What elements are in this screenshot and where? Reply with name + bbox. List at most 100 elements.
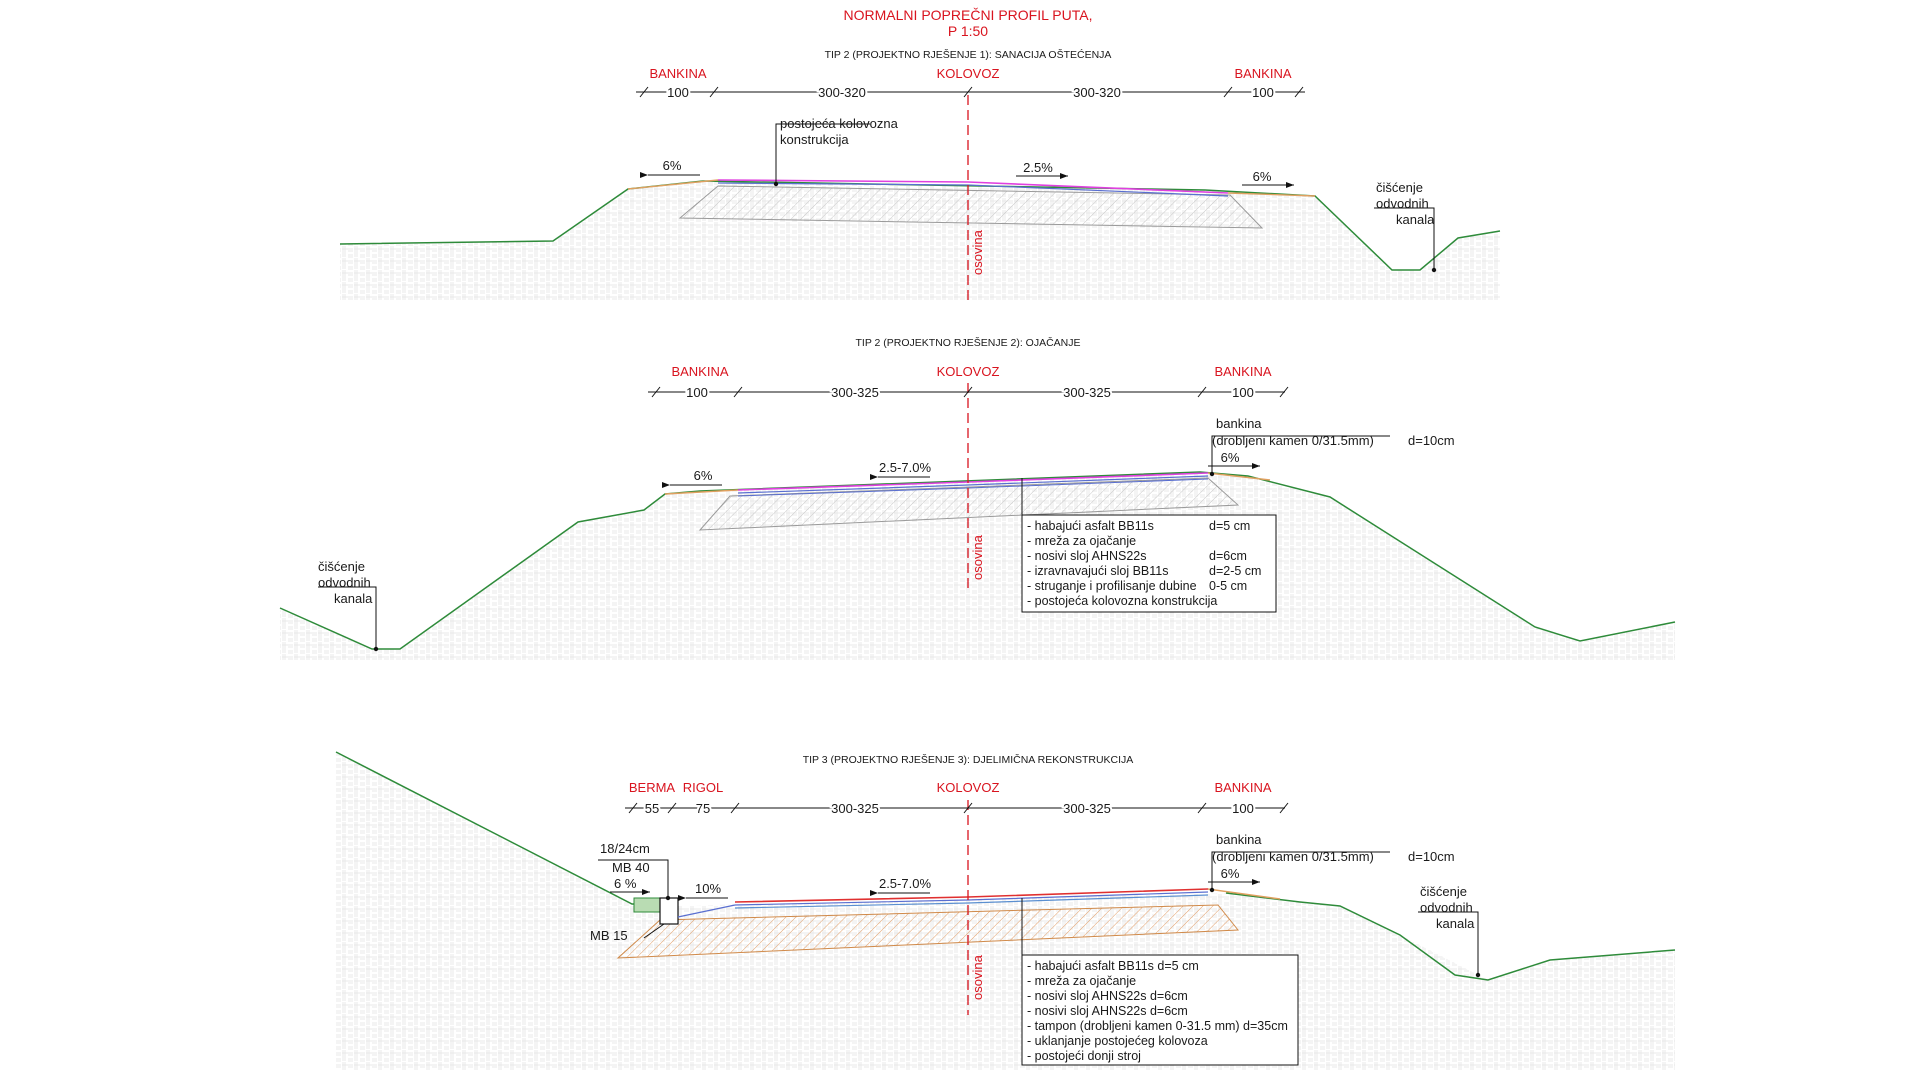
section-1-dim-left-lane: 300-320 (818, 85, 866, 100)
section-2-terrain-line (279, 471, 1676, 650)
section-3-dim-berma: 55 (645, 801, 659, 816)
section-2-ditch-2: odvodnih (318, 575, 371, 590)
section-3-curb-dot (665, 895, 671, 901)
section-1-wearing-course (717, 179, 1229, 194)
section-2-legend-box (1021, 514, 1277, 613)
section-3-layer-6: - uklanjanje postojećeg kolovoza (1027, 1034, 1208, 1048)
section-1-dim-right-lane: 300-320 (1073, 85, 1121, 100)
section-3-base-course-2 (734, 894, 1209, 909)
section-2-dim-right-bank: 100 (1232, 385, 1254, 400)
section-3-curb-size: 18/24cm (600, 841, 650, 856)
section-2-thickness-1: d=5 cm (1209, 519, 1250, 533)
section-3-curb-leader (598, 859, 669, 898)
section-3-tampon (616, 904, 1240, 959)
section-1-slope-right: 6% (1253, 169, 1272, 184)
section-1-axis-label: osovina (970, 229, 985, 275)
section-3-shoulder-note-1: bankina (1216, 832, 1262, 847)
section-3-layer-4: - nosivi sloj AHNS22s d=6cm (1027, 1004, 1188, 1018)
section-2-thickness-3: d=6cm (1209, 549, 1247, 563)
section-2-profile: TIP 2 (PROJEKTNO RJEŠENJE 2): OJAČANJE o… (279, 336, 1676, 660)
section-2-layer-6: - postojeća kolovozna konstrukcija (1027, 594, 1217, 608)
section-2-base-course (737, 475, 1209, 494)
section-2-shoulder-note-d: d=10cm (1408, 433, 1455, 448)
section-3-dim-right-bank: 100 (1232, 801, 1254, 816)
section-3-rigol (677, 904, 736, 918)
section-2-embankment (280, 472, 1675, 660)
section-2-thickness-4: d=2-5 cm (1209, 564, 1261, 578)
section-3-shoulder-dot (1209, 887, 1215, 893)
section-1-profile: TIP 2 (PROJEKTNO RJEŠENJE 1): SANACIJA O… (339, 48, 1501, 300)
section-1-note-leader (775, 123, 870, 184)
section-2-layer-2: - mreža za ojačanje (1027, 534, 1136, 548)
section-3-terrain-right (1225, 892, 1676, 981)
section-3-label-rigol: RIGOL (683, 780, 723, 795)
section-3-layer-7: - postojeći donji stroj (1027, 1049, 1141, 1063)
section-2-dim-left-lane: 300-325 (831, 385, 879, 400)
section-2-shoulder-dot (1209, 471, 1215, 477)
section-1-dim-ticks (639, 86, 1304, 98)
section-3-rigol-slope: 10% (695, 881, 721, 896)
section-1-ditch-dot (1431, 267, 1437, 273)
section-3-berm (633, 897, 661, 913)
section-3-shoulder-note-d: d=10cm (1408, 849, 1455, 864)
section-2-layer-4: - izravnavajući sloj BB11s (1027, 564, 1169, 578)
section-2-ditch-leader (318, 586, 377, 649)
section-2-existing-pavement (698, 477, 1240, 531)
section-2-shoulder-left (664, 489, 739, 495)
section-2-heading: TIP 2 (PROJEKTNO RJEŠENJE 2): OJAČANJE (855, 336, 1080, 349)
section-1-note-dot (773, 181, 779, 187)
section-2-axis-label: osovina (970, 534, 985, 580)
section-2-dim-ticks (651, 386, 1289, 398)
section-2-ditch-dot (373, 646, 379, 652)
section-3-dim-right-lane: 300-325 (1063, 801, 1111, 816)
section-1-shoulder-right (1227, 192, 1316, 197)
section-2-layer-3: - nosivi sloj AHNS22s (1027, 549, 1147, 563)
section-2-ditch-3: kanala (334, 591, 373, 606)
section-3-label-kolovoz: KOLOVOZ (937, 780, 1000, 795)
section-1-ditch-2: odvodnih (1376, 196, 1429, 211)
section-3-ditch-dot (1475, 972, 1481, 978)
section-3-slope-lane: 2.5-7.0% (879, 876, 931, 891)
section-3-ditch-2: odvodnih (1420, 900, 1473, 915)
section-1-dim-left-bank: 100 (667, 85, 689, 100)
section-1-dim-right-bank: 100 (1252, 85, 1274, 100)
section-2-slope-right: 6% (1221, 450, 1240, 465)
section-2-shoulder-note-2: (drobljeni kamen 0/31.5mm) (1212, 433, 1374, 448)
section-3-layer-5: - tampon (drobljeni kamen 0-31.5 mm) d=3… (1027, 1019, 1288, 1033)
section-2-slope-lane: 2.5-7.0% (879, 460, 931, 475)
section-3-heading: TIP 3 (PROJEKTNO RJEŠENJE 3): DJELIMIČNA… (803, 753, 1134, 766)
section-3-label-bankina-right: BANKINA (1214, 780, 1271, 795)
section-1-ditch-leader (1374, 207, 1435, 270)
section-1-label-bankina-left: BANKINA (649, 66, 706, 81)
section-3-shoulder-leader (1211, 851, 1390, 890)
section-2-thickness-5: 0-5 cm (1209, 579, 1247, 593)
section-1-existing-note-1: postojeća kolovozna (780, 116, 899, 131)
section-1-label-kolovoz: KOLOVOZ (937, 66, 1000, 81)
section-3-base-mb: MB 15 (590, 928, 628, 943)
section-1-existing-note-2: konstrukcija (780, 132, 849, 147)
section-3-label-berma: BERMA (629, 780, 676, 795)
section-3-shoulder-note-2: (drobljeni kamen 0/31.5mm) (1212, 849, 1374, 864)
section-3-dim-left-lane: 300-325 (831, 801, 879, 816)
section-2-layer-5: - struganje i profilisanje dubine (1027, 579, 1197, 593)
section-2-slope-left: 6% (694, 468, 713, 483)
section-1-slope-left: 6% (663, 158, 682, 173)
section-1-terrain-line (339, 180, 1501, 271)
section-1-slope-lane: 2.5% (1023, 160, 1053, 175)
section-3-berm-slope: 6 % (614, 876, 637, 891)
section-3-legend-box (1021, 954, 1299, 1066)
section-3-mb15-leader (643, 923, 665, 939)
section-2-label-bankina-right: BANKINA (1214, 364, 1271, 379)
section-1-heading: TIP 2 (PROJEKTNO RJEŠENJE 1): SANACIJA O… (825, 48, 1112, 61)
section-3-shoulder-right (1207, 888, 1281, 900)
section-2-label-kolovoz: KOLOVOZ (937, 364, 1000, 379)
section-2-shoulder-leader (1211, 435, 1390, 474)
section-3-slope-right: 6% (1221, 866, 1240, 881)
section-1-ditch-1: čišćenje (1376, 180, 1423, 195)
section-3-layer-2: - mreža za ojačanje (1027, 974, 1136, 988)
section-1-label-bankina-right: BANKINA (1234, 66, 1291, 81)
section-3-layer-1: - habajući asfalt BB11s d=5 cm (1027, 959, 1199, 973)
section-3-ditch-1: čišćenje (1420, 884, 1467, 899)
section-2-shoulder-right (1207, 472, 1271, 481)
section-2-dim-left-bank: 100 (686, 385, 708, 400)
